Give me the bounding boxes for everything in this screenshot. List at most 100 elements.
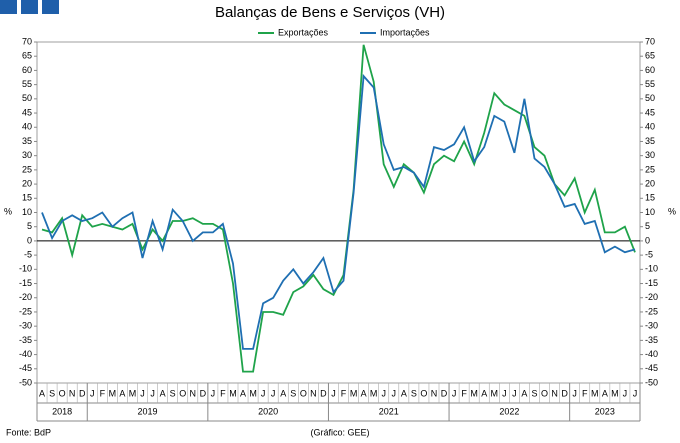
y-tick-label: -25 <box>645 306 658 316</box>
y-tick-label: 25 <box>22 164 32 174</box>
y-tick-label: -45 <box>645 363 658 373</box>
y-axis-label: % <box>4 206 12 216</box>
y-tick-label: -30 <box>645 321 658 331</box>
y-tick-label: 15 <box>22 193 32 203</box>
x-tick-label: M <box>491 388 499 398</box>
x-tick-label: J <box>381 388 386 398</box>
x-tick-label: J <box>572 388 577 398</box>
x-tick-label: O <box>420 388 427 398</box>
x-tick-label: M <box>370 388 378 398</box>
y-tick-label: 15 <box>645 193 655 203</box>
y-tick-label: 60 <box>645 65 655 75</box>
y-tick-label: -10 <box>645 264 658 274</box>
y-tick-label: 40 <box>22 122 32 132</box>
logo-block <box>21 0 38 14</box>
y-tick-label: 50 <box>22 93 32 103</box>
x-tick-label: O <box>541 388 548 398</box>
x-tick-label: N <box>69 388 76 398</box>
x-tick-label: M <box>350 388 358 398</box>
x-tick-label: D <box>561 388 568 398</box>
y-tick-label: -35 <box>19 335 32 345</box>
y-tick-label: 5 <box>645 221 650 231</box>
year-label: 2023 <box>595 406 615 416</box>
y-tick-label: -30 <box>19 321 32 331</box>
x-tick-label: D <box>320 388 327 398</box>
x-tick-label: A <box>39 388 45 398</box>
y-tick-label: -15 <box>19 278 32 288</box>
y-tick-label: -40 <box>645 349 658 359</box>
series-line <box>41 44 636 373</box>
x-tick-label: S <box>49 388 55 398</box>
x-tick-label: A <box>481 388 487 398</box>
x-tick-label: F <box>100 388 106 398</box>
x-tick-label: O <box>179 388 186 398</box>
y-tick-label: 25 <box>645 164 655 174</box>
year-label: 2022 <box>499 406 519 416</box>
y-tick-label: 70 <box>22 36 32 46</box>
x-tick-label: J <box>502 388 507 398</box>
y-tick-label: -10 <box>19 264 32 274</box>
y-tick-label: -20 <box>645 292 658 302</box>
y-tick-label: 20 <box>645 178 655 188</box>
y-tick-label: 60 <box>22 65 32 75</box>
x-tick-label: S <box>411 388 417 398</box>
y-tick-label: 5 <box>27 221 32 231</box>
y-tick-label: 55 <box>645 79 655 89</box>
x-tick-label: F <box>582 388 588 398</box>
credit: (Gráfico: GEE) <box>310 427 369 437</box>
x-tick-label: A <box>280 388 286 398</box>
x-tick-label: M <box>249 388 257 398</box>
legend-label: Exportações <box>278 27 329 37</box>
x-tick-label: F <box>341 388 347 398</box>
y-tick-label: 10 <box>22 207 32 217</box>
x-tick-label: J <box>140 388 145 398</box>
y-tick-label: 40 <box>645 122 655 132</box>
x-tick-label: D <box>441 388 448 398</box>
x-tick-label: J <box>211 388 216 398</box>
y-tick-label: -40 <box>19 349 32 359</box>
y-tick-label: -15 <box>645 278 658 288</box>
x-tick-label: M <box>611 388 619 398</box>
legend-label: Importações <box>380 27 430 37</box>
x-tick-label: D <box>200 388 207 398</box>
x-tick-label: J <box>392 388 397 398</box>
y-tick-label: -5 <box>645 250 653 260</box>
y-tick-label: -35 <box>645 335 658 345</box>
y-tick-label: 10 <box>645 207 655 217</box>
y-tick-label: 70 <box>645 36 655 46</box>
chart-title: Balanças de Bens e Serviços (VH) <box>215 4 445 21</box>
y-tick-label: -25 <box>19 306 32 316</box>
x-tick-label: A <box>361 388 367 398</box>
x-tick-label: J <box>331 388 336 398</box>
x-tick-label: J <box>261 388 266 398</box>
x-tick-label: N <box>551 388 558 398</box>
x-tick-label: M <box>470 388 478 398</box>
x-tick-label: J <box>452 388 457 398</box>
x-tick-label: J <box>633 388 638 398</box>
logo-block <box>0 0 17 14</box>
y-tick-label: -20 <box>19 292 32 302</box>
y-tick-label: 35 <box>22 136 32 146</box>
x-tick-label: M <box>591 388 599 398</box>
y-tick-label: -5 <box>24 250 32 260</box>
x-tick-label: M <box>109 388 117 398</box>
x-tick-label: S <box>170 388 176 398</box>
x-tick-label: S <box>290 388 296 398</box>
x-tick-label: A <box>401 388 407 398</box>
y-tick-label: 45 <box>22 107 32 117</box>
x-tick-label: N <box>190 388 197 398</box>
y-tick-label: 0 <box>27 235 32 245</box>
y-tick-label: 30 <box>22 150 32 160</box>
x-tick-label: D <box>79 388 86 398</box>
y-tick-label: 65 <box>645 51 655 61</box>
x-tick-label: S <box>531 388 537 398</box>
x-tick-label: N <box>431 388 438 398</box>
y-tick-label: 30 <box>645 150 655 160</box>
x-tick-label: M <box>229 388 237 398</box>
y-tick-label: -50 <box>645 377 658 387</box>
y-tick-label: 50 <box>645 93 655 103</box>
year-label: 2021 <box>379 406 399 416</box>
x-tick-label: A <box>240 388 246 398</box>
x-tick-label: O <box>300 388 307 398</box>
plot-area <box>36 41 641 384</box>
